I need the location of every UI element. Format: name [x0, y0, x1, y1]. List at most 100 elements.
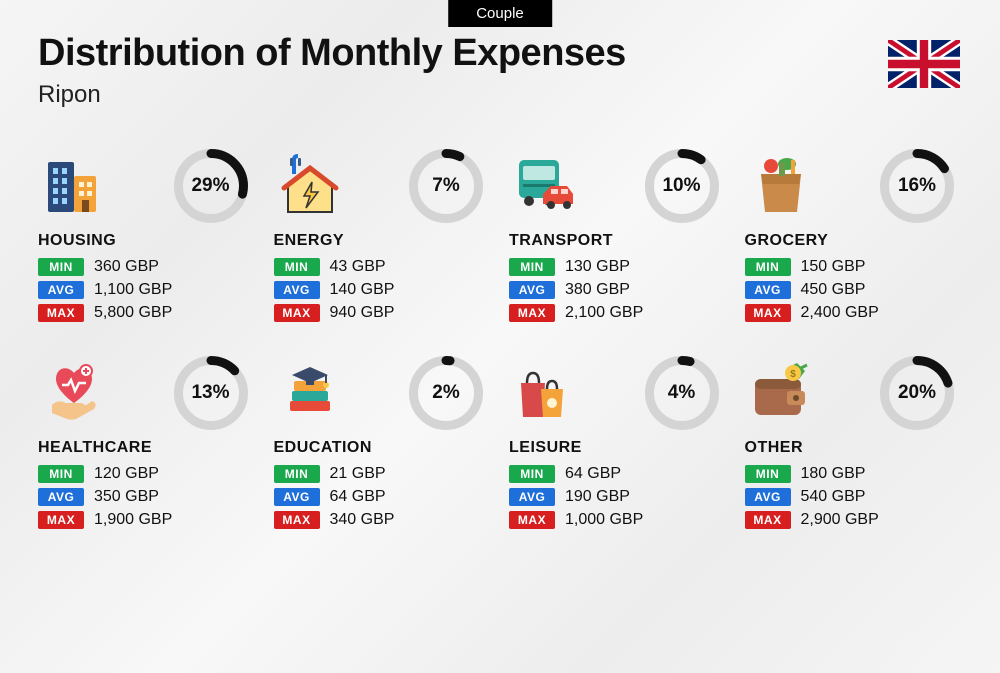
grad-books-icon [274, 357, 346, 429]
pct-donut: 16% [880, 149, 954, 223]
stat-row-max: MAX 1,900 GBP [38, 511, 256, 529]
category-card-energy: 7% ENERGY MIN 43 GBP AVG 140 GBP MAX 940 GBP [274, 150, 492, 327]
category-card-healthcare: 13% HEALTHCARE MIN 120 GBP AVG 350 GBP MAX 1,90… [38, 357, 256, 534]
category-name: HEALTHCARE [38, 439, 256, 457]
max-value: 340 GBP [330, 511, 395, 529]
max-value: 1,000 GBP [565, 511, 643, 529]
stats: MIN 43 GBP AVG 140 GBP MAX 940 GBP [274, 258, 492, 322]
grocery-bag-icon [745, 150, 817, 222]
min-badge: MIN [745, 465, 791, 483]
uk-flag-icon [888, 40, 960, 88]
pct-value: 13% [174, 356, 248, 430]
min-badge: MIN [509, 465, 555, 483]
min-badge: MIN [38, 465, 84, 483]
avg-value: 350 GBP [94, 488, 159, 506]
stat-row-min: MIN130 GBP [509, 258, 727, 276]
category-name: OTHER [745, 439, 963, 457]
pct-value: 10% [645, 149, 719, 223]
stat-row-max: MAX5,800 GBP [38, 304, 256, 322]
pct-donut: 7% [409, 149, 483, 223]
avg-badge: AVG [274, 281, 320, 299]
stat-row-max: MAX2,100 GBP [509, 304, 727, 322]
max-badge: MAX [745, 304, 791, 322]
stat-row-avg: AVG 350 GBP [38, 488, 256, 506]
stats: MIN 150 GBP AVG 450 GBP MAX2,400 GBP [745, 258, 963, 322]
avg-value: 450 GBP [801, 281, 866, 299]
stat-row-max: MAX 2,900 GBP [745, 511, 963, 529]
pct-value: 7% [409, 149, 483, 223]
min-badge: MIN [509, 258, 555, 276]
pct-donut: 20% [880, 356, 954, 430]
heart-hand-icon [38, 357, 110, 429]
pct-donut: 2% [409, 356, 483, 430]
pct-value: 2% [409, 356, 483, 430]
max-value: 2,900 GBP [801, 511, 879, 529]
stat-row-max: MAX2,400 GBP [745, 304, 963, 322]
bus-car-icon [509, 150, 581, 222]
avg-badge: AVG [274, 488, 320, 506]
min-value: 120 GBP [94, 465, 159, 483]
stat-row-max: MAX 340 GBP [274, 511, 492, 529]
page-title: Distribution of Monthly Expenses [38, 32, 962, 75]
energy-house-icon [274, 150, 346, 222]
pct-donut: 29% [174, 149, 248, 223]
avg-value: 190 GBP [565, 488, 630, 506]
stat-row-avg: AVG64 GBP [274, 488, 492, 506]
city-subtitle: Ripon [38, 81, 962, 109]
stat-row-min: MIN 180 GBP [745, 465, 963, 483]
category-name: ENERGY [274, 232, 492, 250]
stat-row-avg: AVG 380 GBP [509, 281, 727, 299]
max-badge: MAX [274, 511, 320, 529]
avg-value: 380 GBP [565, 281, 630, 299]
pct-value: 16% [880, 149, 954, 223]
stats: MIN130 GBP AVG 380 GBP MAX2,100 GBP [509, 258, 727, 322]
category-name: TRANSPORT [509, 232, 727, 250]
category-card-transport: 10% TRANSPORT MIN130 GBP AVG 380 GBP MAX2,100… [509, 150, 727, 327]
category-name: GROCERY [745, 232, 963, 250]
category-name: LEISURE [509, 439, 727, 457]
avg-badge: AVG [745, 281, 791, 299]
max-badge: MAX [38, 511, 84, 529]
stat-row-avg: AVG 1,100 GBP [38, 281, 256, 299]
avg-value: 140 GBP [330, 281, 395, 299]
avg-badge: AVG [745, 488, 791, 506]
max-value: 940 GBP [330, 304, 395, 322]
stat-row-min: MIN 150 GBP [745, 258, 963, 276]
wallet-icon: $ [745, 357, 817, 429]
pct-donut: 10% [645, 149, 719, 223]
avg-badge: AVG [509, 488, 555, 506]
avg-value: 540 GBP [801, 488, 866, 506]
stat-row-avg: AVG 140 GBP [274, 281, 492, 299]
stat-row-min: MIN 21 GBP [274, 465, 492, 483]
stat-row-avg: AVG 190 GBP [509, 488, 727, 506]
stat-row-max: MAX 940 GBP [274, 304, 492, 322]
min-badge: MIN [274, 258, 320, 276]
category-card-leisure: 4% LEISURE MIN 64 GBP AVG 190 GBP MAX 1,000 GBP [509, 357, 727, 534]
avg-badge: AVG [38, 488, 84, 506]
stat-row-min: MIN 43 GBP [274, 258, 492, 276]
stats: MIN360 GBPAVG1,100 GBPMAX5,800 GBP [38, 258, 256, 322]
min-value: 43 GBP [330, 258, 386, 276]
pct-donut: 4% [645, 356, 719, 430]
avg-badge: AVG [509, 281, 555, 299]
min-value: 150 GBP [801, 258, 866, 276]
min-badge: MIN [274, 465, 320, 483]
max-badge: MAX [274, 304, 320, 322]
category-name: EDUCATION [274, 439, 492, 457]
svg-text:$: $ [790, 369, 796, 380]
min-value: 180 GBP [801, 465, 866, 483]
stats: MIN 64 GBP AVG 190 GBP MAX 1,000 GBP [509, 465, 727, 529]
max-badge: MAX [745, 511, 791, 529]
min-value: 64 GBP [565, 465, 621, 483]
min-badge: MIN [745, 258, 791, 276]
avg-badge: AVG [38, 281, 84, 299]
max-value: 5,800 GBP [94, 304, 172, 322]
max-value: 1,900 GBP [94, 511, 172, 529]
min-value: 21 GBP [330, 465, 386, 483]
shopping-bags-icon [509, 357, 581, 429]
stats: MIN 180 GBP AVG 540 GBP MAX 2,900 GBP [745, 465, 963, 529]
stat-row-avg: AVG 540 GBP [745, 488, 963, 506]
avg-value: 1,100 GBP [94, 281, 172, 299]
max-badge: MAX [509, 511, 555, 529]
min-value: 360 GBP [94, 258, 159, 276]
